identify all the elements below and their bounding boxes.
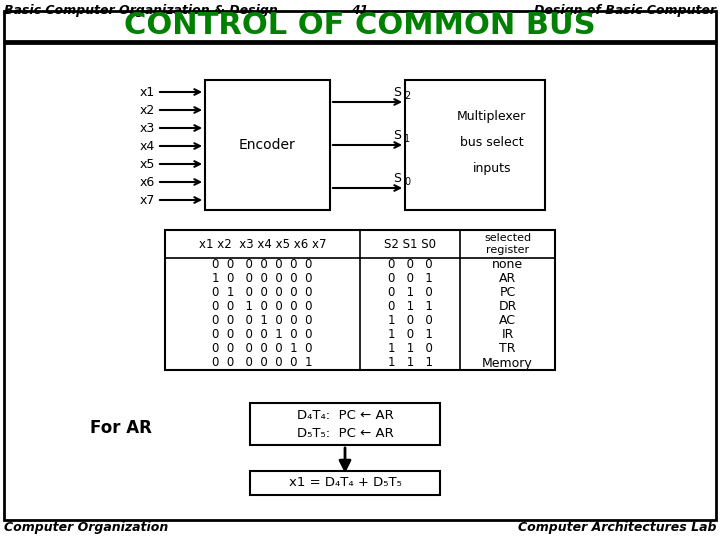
Text: x6: x6 xyxy=(140,176,155,188)
Text: PC: PC xyxy=(500,287,516,300)
Bar xyxy=(250,471,440,495)
Text: 2: 2 xyxy=(404,91,410,101)
Text: none: none xyxy=(492,259,523,272)
Text: 0  0   0  1  0  0  0: 0 0 0 1 0 0 0 xyxy=(212,314,312,327)
Text: D₄T₄:  PC ← AR: D₄T₄: PC ← AR xyxy=(297,409,393,422)
Text: 1  0   0  0  0  0  0: 1 0 0 0 0 0 0 xyxy=(212,273,312,286)
Text: 1: 1 xyxy=(404,134,410,144)
Text: 1   1   1: 1 1 1 xyxy=(387,356,433,369)
Text: Multiplexer: Multiplexer xyxy=(457,110,526,123)
Text: For AR: For AR xyxy=(90,419,152,437)
Text: Computer Organization: Computer Organization xyxy=(4,522,168,535)
Text: Memory: Memory xyxy=(482,356,533,369)
Text: 1   0   1: 1 0 1 xyxy=(387,328,433,341)
Text: AR: AR xyxy=(499,273,516,286)
Text: 0   0   0: 0 0 0 xyxy=(387,259,432,272)
Text: DR: DR xyxy=(498,300,517,314)
Bar xyxy=(4,11,716,41)
Text: D₅T₅:  PC ← AR: D₅T₅: PC ← AR xyxy=(297,427,393,440)
Text: x7: x7 xyxy=(140,193,155,206)
Text: S: S xyxy=(393,129,401,142)
Text: selected
register: selected register xyxy=(484,233,531,255)
Text: x2: x2 xyxy=(140,104,155,117)
Text: 0  0   0  0  0  0  1: 0 0 0 0 0 0 1 xyxy=(212,356,312,369)
Text: CONTROL OF COMMON BUS: CONTROL OF COMMON BUS xyxy=(124,11,596,40)
Text: Encoder: Encoder xyxy=(239,138,296,152)
Bar xyxy=(405,80,545,210)
Text: x3: x3 xyxy=(140,122,155,134)
Text: Basic Computer Organization & Design: Basic Computer Organization & Design xyxy=(4,4,278,17)
Text: 0   1   1: 0 1 1 xyxy=(387,300,433,314)
Text: Computer Architectures Lab: Computer Architectures Lab xyxy=(518,522,716,535)
Text: 0  1   0  0  0  0  0: 0 1 0 0 0 0 0 xyxy=(212,287,312,300)
Text: 0  0   0  0  0  0  0: 0 0 0 0 0 0 0 xyxy=(212,259,312,272)
Text: 0: 0 xyxy=(404,177,410,187)
Text: S: S xyxy=(393,172,401,185)
Text: x1: x1 xyxy=(140,85,155,98)
Text: x1 = D₄T₄ + D₅T₅: x1 = D₄T₄ + D₅T₅ xyxy=(289,476,402,489)
Text: S: S xyxy=(393,86,401,99)
Text: x4: x4 xyxy=(140,139,155,152)
Bar xyxy=(165,230,555,370)
Text: bus select: bus select xyxy=(460,136,523,149)
Bar xyxy=(4,43,716,520)
Text: S2 S1 S0: S2 S1 S0 xyxy=(384,238,436,251)
Bar xyxy=(250,403,440,445)
Text: 1   1   0: 1 1 0 xyxy=(387,342,433,355)
Text: 0   1   0: 0 1 0 xyxy=(387,287,433,300)
Text: TR: TR xyxy=(499,342,516,355)
Text: x1 x2  x3 x4 x5 x6 x7: x1 x2 x3 x4 x5 x6 x7 xyxy=(199,238,326,251)
Text: 1   0   0: 1 0 0 xyxy=(387,314,433,327)
Text: inputs: inputs xyxy=(472,162,511,175)
Bar xyxy=(205,80,330,210)
Text: 0  0   0  0  0  1  0: 0 0 0 0 0 1 0 xyxy=(212,342,312,355)
Text: 41: 41 xyxy=(351,4,369,17)
Text: Design of Basic Computer: Design of Basic Computer xyxy=(534,4,716,17)
Text: 0  0   0  0  1  0  0: 0 0 0 0 1 0 0 xyxy=(212,328,312,341)
Text: 0  0   1  0  0  0  0: 0 0 1 0 0 0 0 xyxy=(212,300,312,314)
Text: AC: AC xyxy=(499,314,516,327)
Text: IR: IR xyxy=(501,328,513,341)
Text: 0   0   1: 0 0 1 xyxy=(387,273,433,286)
Text: x5: x5 xyxy=(140,158,155,171)
